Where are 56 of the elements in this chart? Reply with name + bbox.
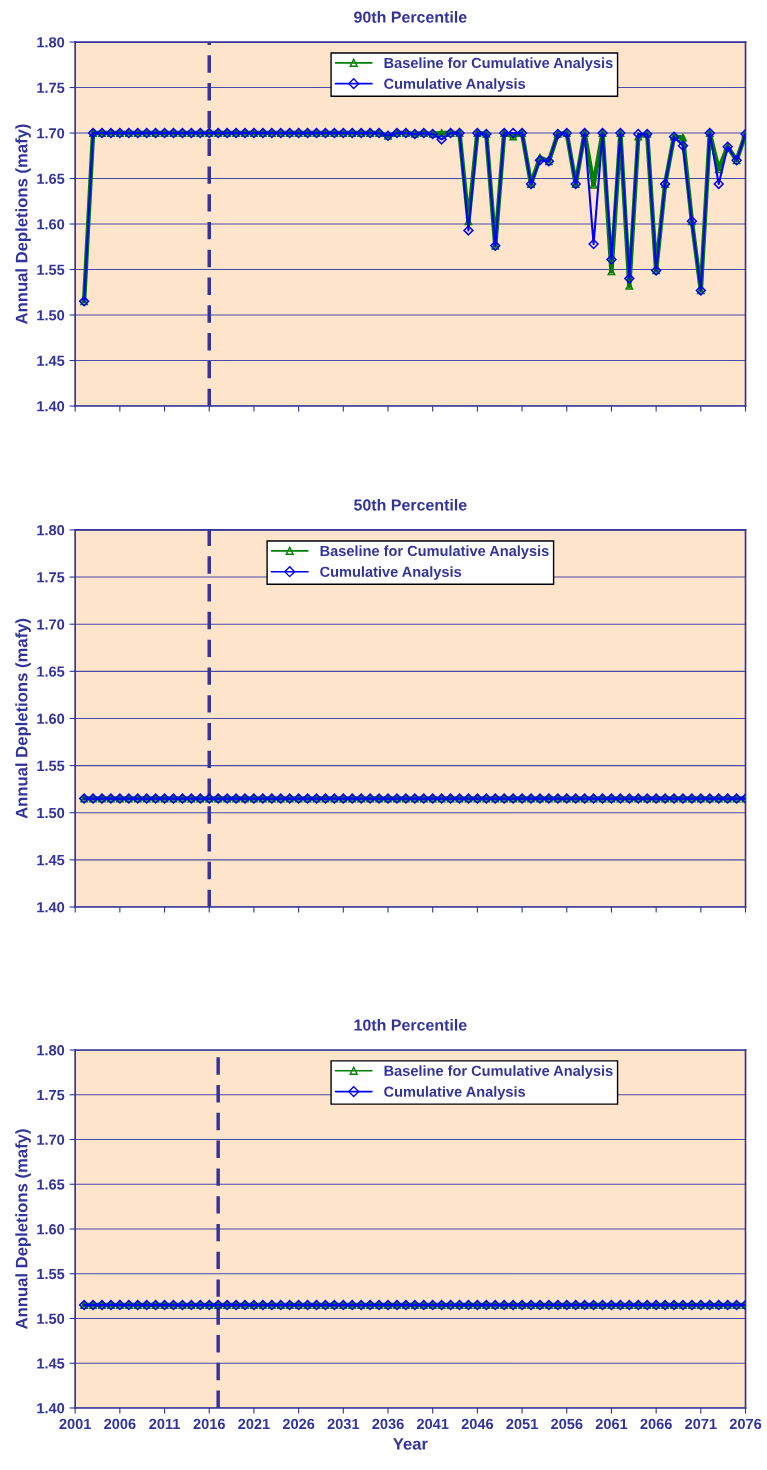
y-tick-label: 1.50 — [37, 310, 65, 321]
x-tick-label: 2056 — [551, 1418, 583, 1430]
y-axis-title: Annual Depletions (mafy) — [15, 618, 31, 819]
legend-label: Cumulative Analysis — [384, 78, 526, 92]
y-tick-label: 1.70 — [37, 1134, 65, 1145]
legend-label: Baseline for Cumulative Analysis — [320, 545, 549, 559]
y-tick-label: 1.70 — [37, 128, 65, 139]
x-tick-label: 2061 — [595, 1418, 628, 1430]
x-tick-label: 2016 — [193, 1418, 225, 1430]
y-tick-label: 1.45 — [37, 1358, 65, 1369]
y-axis-title: Annual Depletions (mafy) — [15, 1129, 31, 1330]
y-tick-label: 1.65 — [37, 666, 65, 677]
legend-label: Baseline for Cumulative Analysis — [384, 1065, 613, 1079]
x-tick-label: 2046 — [461, 1418, 494, 1430]
y-tick-label: 1.75 — [37, 572, 65, 583]
x-tick-label: 2001 — [59, 1418, 91, 1430]
legend-label: Cumulative Analysis — [384, 1086, 526, 1100]
y-tick-label: 1.75 — [37, 1090, 65, 1101]
legend-label: Baseline for Cumulative Analysis — [384, 57, 613, 71]
y-tick-label: 1.80 — [37, 1045, 65, 1056]
y-tick-label: 1.55 — [37, 760, 65, 772]
chart-title: 10th Percentile — [354, 1019, 467, 1031]
x-axis-title: Year — [393, 1438, 428, 1450]
y-tick-label: 1.65 — [37, 1179, 65, 1190]
x-tick-label: 2041 — [416, 1418, 449, 1430]
y-tick-label: 1.55 — [37, 1268, 65, 1280]
y-axis-title: Annual Depletions (mafy) — [15, 124, 31, 325]
y-tick-label: 1.80 — [37, 37, 65, 48]
x-tick-label: 2031 — [327, 1418, 360, 1430]
y-tick-label: 1.80 — [37, 525, 65, 536]
x-tick-label: 2026 — [282, 1418, 315, 1430]
y-tick-label: 1.60 — [37, 219, 65, 230]
y-tick-label: 1.50 — [37, 807, 65, 819]
legend-label: Cumulative Analysis — [320, 566, 462, 580]
x-tick-label: 2036 — [372, 1418, 404, 1430]
y-tick-label: 1.55 — [37, 264, 65, 275]
y-tick-label: 1.45 — [37, 855, 65, 866]
x-tick-label: 2021 — [238, 1418, 270, 1430]
y-tick-label: 1.70 — [37, 619, 65, 630]
y-tick-label: 1.40 — [37, 902, 65, 913]
chart-title: 50th Percentile — [354, 498, 467, 511]
y-tick-label: 1.60 — [37, 1224, 65, 1235]
x-tick-label: 2076 — [729, 1418, 762, 1430]
y-tick-label: 1.75 — [37, 82, 65, 93]
y-tick-label: 1.45 — [37, 355, 65, 366]
x-tick-label: 2006 — [104, 1418, 136, 1430]
y-tick-label: 1.40 — [37, 1403, 65, 1414]
chart-title: 90th Percentile — [354, 11, 467, 23]
y-tick-label: 1.40 — [37, 401, 65, 412]
x-tick-label: 2011 — [149, 1418, 180, 1430]
y-tick-label: 1.65 — [37, 173, 65, 184]
x-tick-label: 2066 — [640, 1418, 672, 1430]
y-tick-label: 1.50 — [37, 1313, 65, 1324]
x-tick-label: 2051 — [506, 1418, 538, 1430]
y-tick-label: 1.60 — [37, 713, 65, 724]
x-tick-label: 2071 — [685, 1418, 717, 1430]
